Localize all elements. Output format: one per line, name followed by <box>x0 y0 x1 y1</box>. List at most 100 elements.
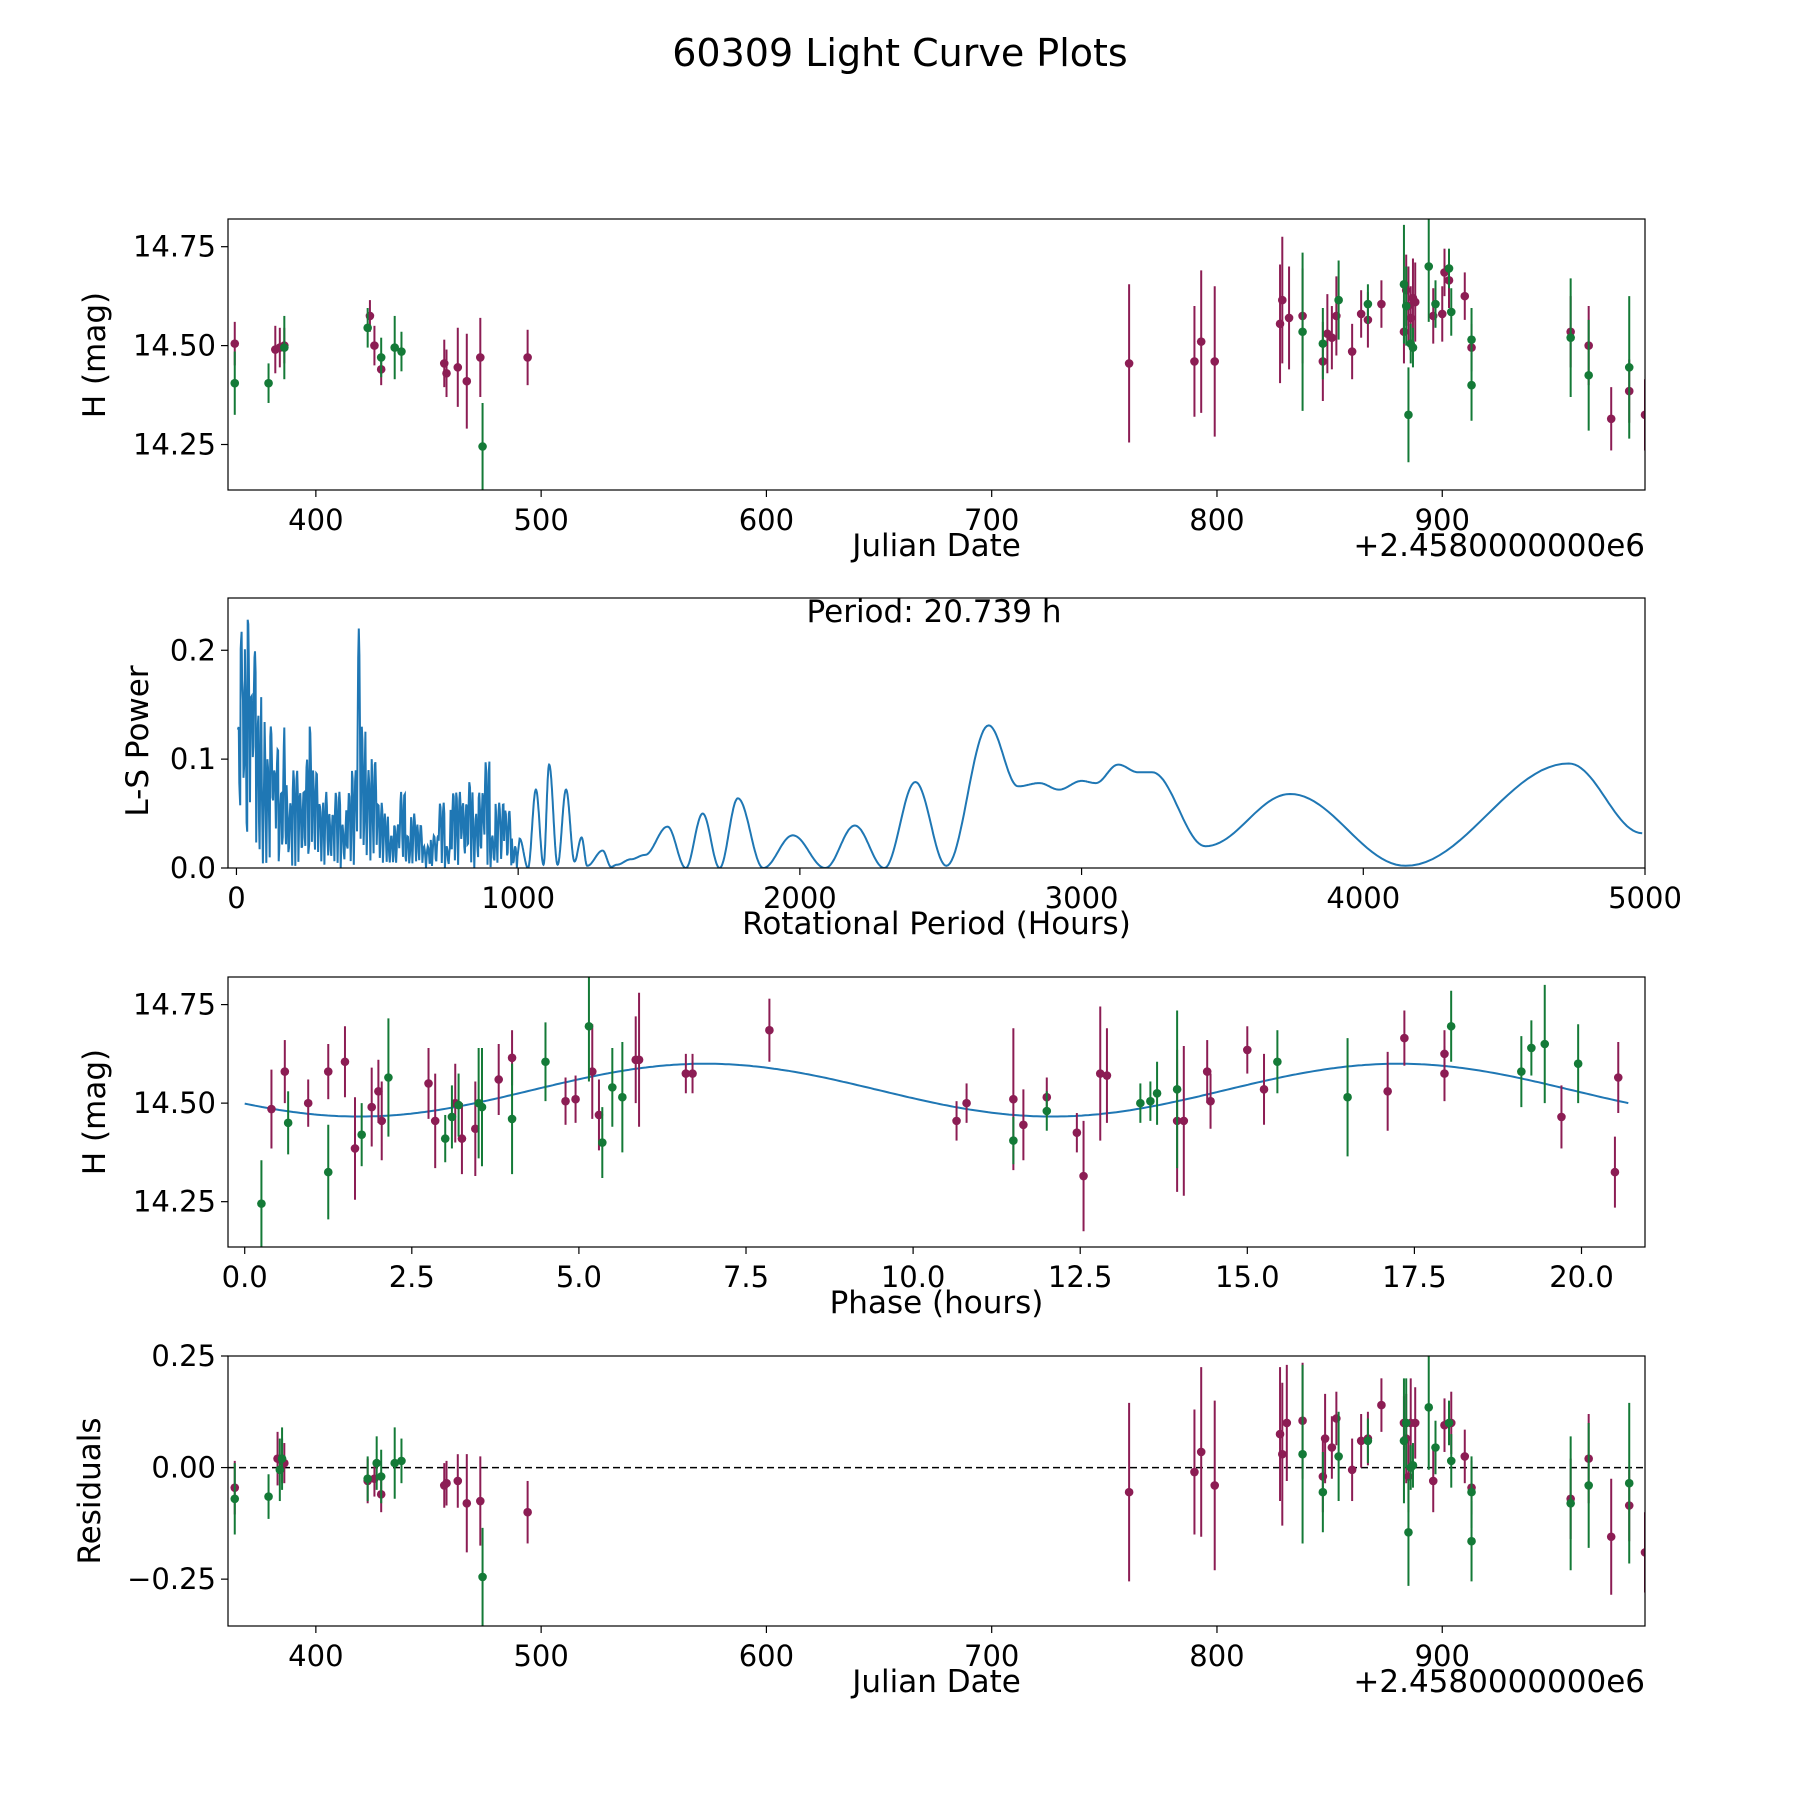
lightcurve-ylabel: H (mag) <box>77 292 113 418</box>
lightcurve-data-point <box>230 339 240 348</box>
lightcurve-data-point <box>1584 370 1593 380</box>
phased-data-point <box>471 1124 480 1134</box>
lightcurve-data-point <box>1444 264 1454 273</box>
lightcurve-data-point <box>1640 410 1645 420</box>
periodogram-xtick-label: 0 <box>227 881 245 915</box>
phased-data-point <box>507 1053 517 1063</box>
lightcurve-data-point <box>1190 357 1199 366</box>
residuals-data-point <box>1460 1452 1470 1461</box>
residuals-data-point <box>1210 1481 1220 1490</box>
lightcurve-data-point <box>390 343 400 352</box>
phased-data-point <box>1343 1092 1352 1102</box>
phased-data-point <box>367 1102 377 1112</box>
residuals-data-point <box>1196 1447 1206 1457</box>
phased-ylabel: H (mag) <box>77 1049 113 1175</box>
residuals-data-point <box>363 1474 372 1484</box>
lightcurve-data-point <box>370 341 379 350</box>
residuals-data-point <box>1124 1487 1134 1497</box>
residuals-data-point <box>1377 1400 1386 1410</box>
residuals-offset-text: +2.4580000000e6 <box>1353 1664 1645 1700</box>
residuals-data-point <box>1320 1434 1330 1443</box>
lightcurve-data-point <box>1437 309 1447 319</box>
residuals-data-point <box>264 1492 273 1501</box>
phased-data-point <box>1172 1085 1182 1094</box>
lightcurve-data-point <box>1404 410 1413 420</box>
phased-data-point <box>323 1067 333 1076</box>
periodogram-ytick-label: 0.0 <box>170 851 216 885</box>
phased-data-point <box>1446 1021 1456 1031</box>
figure-title: 60309 Light Curve Plots <box>672 31 1127 75</box>
lightcurve-data-point <box>1334 295 1343 305</box>
lightcurve-xtick-label: 900 <box>1415 503 1470 537</box>
phased-xtick-label: 20.0 <box>1549 1260 1614 1294</box>
phased-data-point <box>618 1092 627 1102</box>
residuals-xtick-label: 400 <box>288 1639 343 1673</box>
residuals-data-point <box>1640 1548 1645 1557</box>
periodogram-plot-area <box>236 619 1643 868</box>
lightcurve-data-point <box>1410 297 1420 307</box>
residuals-data-point <box>372 1458 381 1468</box>
phased-data-point <box>1152 1088 1162 1098</box>
lightcurve-xtick-label: 600 <box>739 503 794 537</box>
phased-data-point <box>584 1021 594 1031</box>
residuals-frame <box>227 1355 1646 1627</box>
lightcurve-data-point <box>462 376 472 386</box>
lightcurve-data-point <box>1298 327 1307 337</box>
lightcurve-data-point <box>1606 414 1616 424</box>
lightcurve-data-point <box>442 368 451 378</box>
residuals-data-point <box>1624 1478 1634 1488</box>
residuals-data-point <box>1278 1449 1287 1459</box>
lightcurve-xtick-label: 800 <box>1189 503 1244 537</box>
phased-xlabel: Phase (hours) <box>830 1285 1044 1321</box>
phased-data-point <box>323 1167 333 1177</box>
phased-data-point <box>1440 1049 1449 1059</box>
phased-data-point <box>571 1094 580 1104</box>
phased-data-point <box>477 1102 487 1112</box>
residuals-data-point <box>1356 1436 1366 1446</box>
lightcurve-series-band_b <box>230 219 1634 490</box>
residuals-data-point <box>1347 1465 1357 1475</box>
phased-data-point <box>424 1079 433 1088</box>
phased-xtick-label: 5.0 <box>556 1260 602 1294</box>
phased-data-point <box>1095 1069 1105 1078</box>
phased-data-point <box>1400 1033 1409 1043</box>
lightcurve-data-point <box>478 442 487 451</box>
residuals-data-point <box>1318 1487 1328 1497</box>
phased-data-point <box>280 1067 290 1076</box>
phased-data-point <box>1527 1043 1536 1053</box>
phased-data-point <box>1179 1116 1189 1126</box>
phased-data-point <box>1273 1057 1282 1067</box>
phased-data-point <box>454 1100 463 1110</box>
lightcurve-data-point <box>264 378 273 388</box>
lightcurve-xtick-label: 400 <box>288 503 343 537</box>
residuals-ylabel: Residuals <box>72 1417 108 1564</box>
phased-data-point <box>377 1116 387 1126</box>
periodogram-xtick-label: 3000 <box>1045 881 1119 915</box>
phased-data-point <box>1610 1167 1620 1177</box>
phased-data-point <box>494 1075 504 1084</box>
lightcurve-data-point <box>397 347 406 356</box>
lightcurve-xlabel: Julian Date <box>850 528 1021 564</box>
residuals-data-point <box>390 1458 400 1468</box>
phased-plot-area <box>244 977 1629 1247</box>
phased-data-point <box>357 1130 366 1139</box>
residuals-data-point <box>1446 1456 1456 1466</box>
phased-ytick-label: 14.75 <box>133 988 216 1022</box>
residuals-ytick-label: 0.00 <box>151 1451 216 1485</box>
residuals-data-point <box>523 1507 532 1517</box>
phased-data-point <box>507 1114 517 1124</box>
residuals-data-point <box>1424 1403 1434 1412</box>
phased-series-band_b <box>257 977 1583 1247</box>
periodogram-panel: 0 1000 2000 3000 4000 5000 0.0 0.1 0.2 Rotational… <box>120 594 1682 942</box>
phased-panel: 0.0 2.5 5.0 7.5 10.0 12.5 15.0 17.5 20.0 14.25 14.… <box>77 976 1646 1321</box>
residuals-data-point <box>1431 1443 1440 1452</box>
periodogram-xtick-label: 4000 <box>1326 881 1400 915</box>
residuals-xtick-label: 800 <box>1189 1639 1244 1673</box>
lightcurve-series-band_a <box>230 236 1645 451</box>
lightcurve-data-point <box>280 343 289 352</box>
phased-data-point <box>1019 1120 1028 1130</box>
lightcurve-data-point <box>1408 343 1418 352</box>
phased-data-point <box>1009 1094 1018 1104</box>
lightcurve-data-point <box>230 378 240 388</box>
lightcurve-data-point <box>1431 299 1440 309</box>
